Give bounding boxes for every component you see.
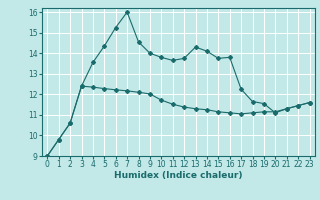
X-axis label: Humidex (Indice chaleur): Humidex (Indice chaleur) bbox=[114, 171, 243, 180]
